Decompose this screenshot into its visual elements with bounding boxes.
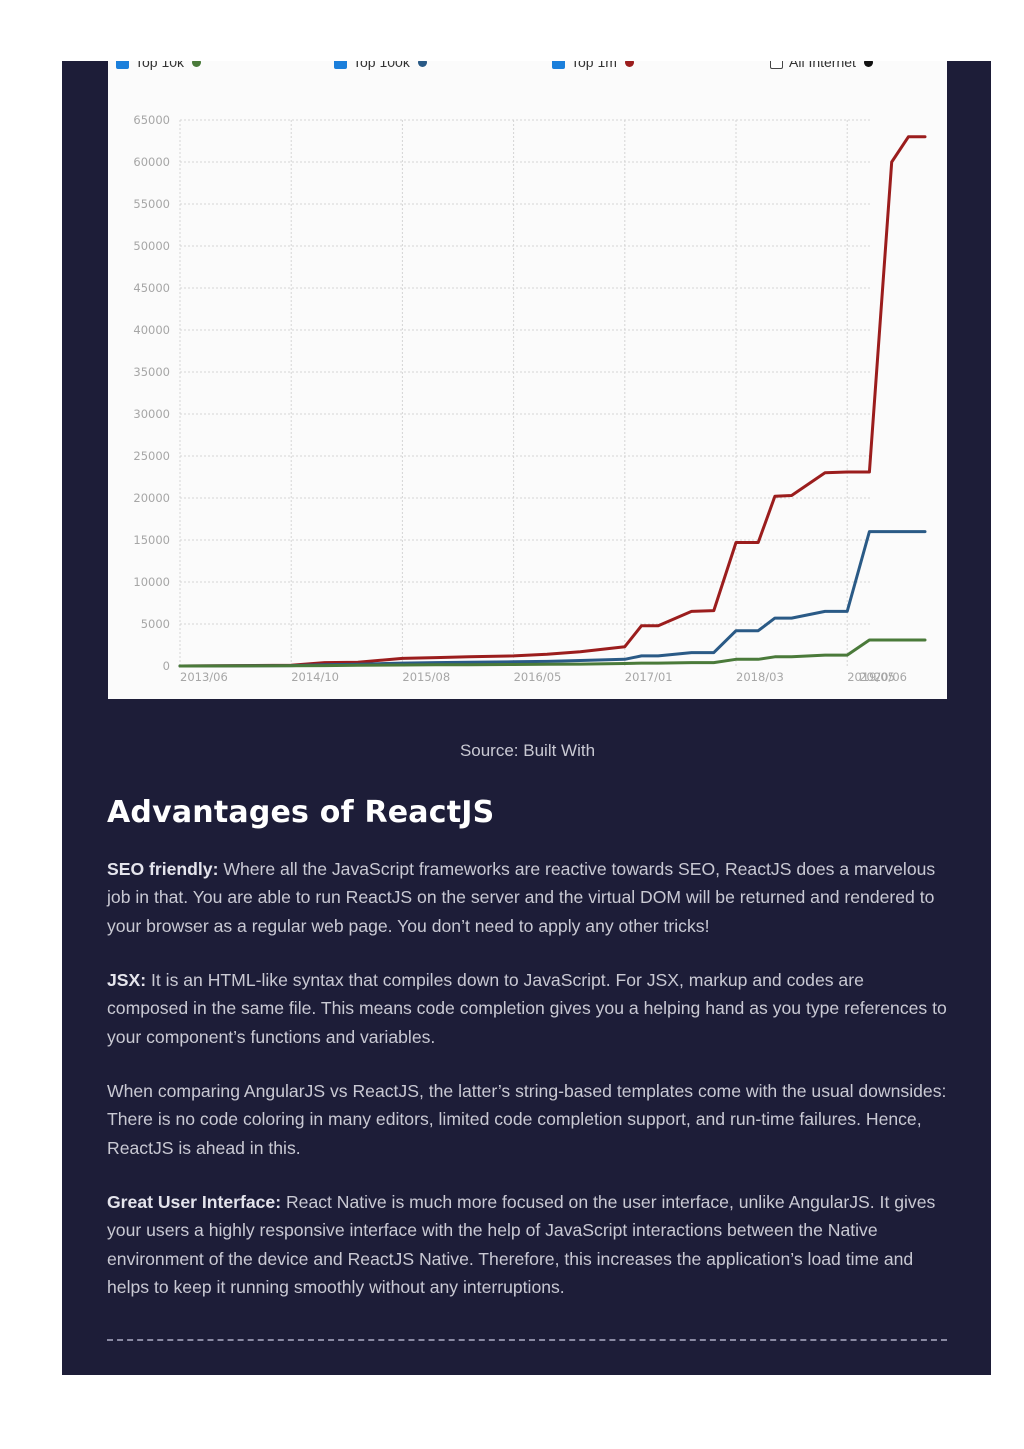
x-tick-label: 2015/08 (402, 670, 450, 684)
legend-item-top-100k[interactable]: Top 100k (334, 61, 427, 70)
series-dot-icon (624, 61, 634, 67)
paragraph-text: React Native is much more focused on the… (107, 1192, 936, 1297)
paragraph-comparison: When comparing AngularJS vs ReactJS, the… (107, 1077, 947, 1162)
y-tick-label: 55000 (133, 197, 170, 211)
y-tick-label: 15000 (133, 533, 170, 547)
checkbox-icon[interactable] (770, 61, 783, 69)
y-tick-label: 20000 (133, 491, 170, 505)
legend-label: Top 10k (135, 61, 185, 70)
y-tick-label: 65000 (133, 113, 170, 127)
legend-label: All Internet (789, 61, 856, 70)
checkbox-icon[interactable] (552, 61, 565, 69)
chart-caption: Source: Built With (459, 741, 596, 760)
legend-item-top-10k[interactable]: Top 10k (116, 61, 202, 70)
series-dot-icon (863, 61, 873, 67)
x-tick-label: 2013/06 (180, 670, 228, 684)
section-divider (107, 1339, 947, 1341)
line-chart-plot: 0 5000 10000 15000 20000 25000 30000 35000 40000… (133, 113, 927, 684)
y-tick-label: 0 (163, 659, 170, 673)
usage-chart: Top 10k Top 100k Top 1m All Internet 0 50… (108, 61, 947, 699)
y-tick-label: 50000 (133, 239, 170, 253)
chart-legend: Top 10k Top 100k Top 1m All Internet (108, 61, 947, 71)
paragraph-lead: SEO friendly: (107, 859, 219, 879)
y-tick-label: 30000 (133, 407, 170, 421)
x-tick-label: 2017/01 (625, 670, 673, 684)
x-tick-label: 2018/03 (736, 670, 784, 684)
y-tick-label: 5000 (141, 617, 170, 631)
checkbox-icon[interactable] (334, 61, 347, 69)
series-dot-icon (192, 61, 202, 67)
section-heading: Advantages of ReactJS (107, 795, 495, 830)
y-tick-label: 10000 (133, 575, 170, 589)
paragraph-text: When comparing AngularJS vs ReactJS, the… (107, 1081, 947, 1158)
legend-item-top-1m[interactable]: Top 1m (552, 61, 634, 70)
paragraph-text: It is an HTML-like syntax that compiles … (107, 970, 947, 1047)
series-line (178, 135, 927, 668)
legend-item-all-internet[interactable]: All Internet (770, 61, 873, 70)
series-line (178, 638, 927, 668)
paragraph-text: Where all the JavaScript frameworks are … (107, 859, 936, 936)
y-tick-label: 60000 (133, 155, 170, 169)
paragraph-jsx: JSX: It is an HTML-like syntax that comp… (107, 966, 947, 1051)
checkbox-icon[interactable] (116, 61, 129, 69)
paragraph-lead: Great User Interface: (107, 1192, 282, 1212)
x-tick-label: 2020/06 (859, 670, 907, 684)
y-tick-label: 40000 (133, 323, 170, 337)
x-tick-label: 2019/05 (847, 670, 895, 684)
x-tick-label: 2014/10 (291, 670, 339, 684)
legend-label: Top 100k (353, 61, 410, 70)
series-line (178, 530, 927, 668)
x-tick-label: 2016/05 (514, 670, 562, 684)
y-tick-label: 25000 (133, 449, 170, 463)
paragraph-seo: SEO friendly: Where all the JavaScript f… (107, 855, 947, 940)
legend-label: Top 1m (571, 61, 617, 70)
paragraph-ui: Great User Interface: React Native is mu… (107, 1188, 947, 1301)
series-dot-icon (417, 61, 427, 67)
paragraph-lead: JSX: (107, 970, 147, 990)
y-tick-label: 45000 (133, 281, 170, 295)
y-tick-label: 35000 (133, 365, 170, 379)
